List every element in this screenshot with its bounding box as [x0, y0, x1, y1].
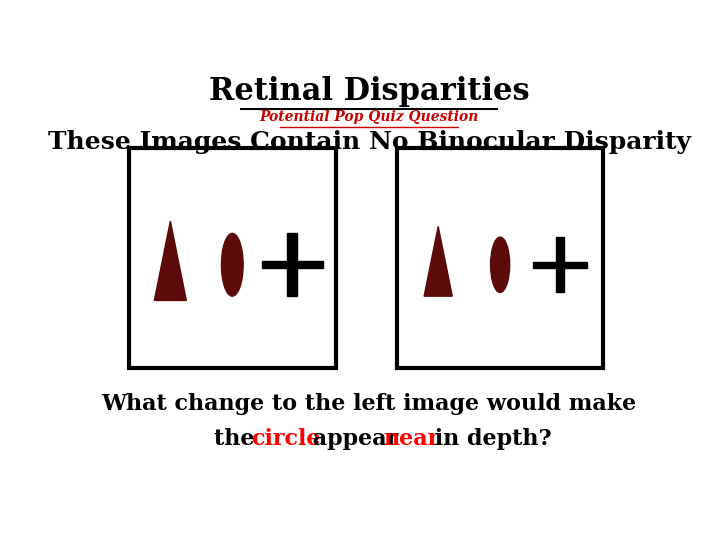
- Bar: [534, 261, 587, 268]
- Bar: [556, 237, 564, 292]
- Ellipse shape: [222, 233, 243, 296]
- Bar: [287, 233, 297, 296]
- Text: near: near: [384, 428, 440, 450]
- Bar: [262, 261, 323, 268]
- Text: Retinal Disparities: Retinal Disparities: [209, 76, 529, 107]
- Bar: [397, 148, 603, 368]
- Text: the: the: [214, 428, 262, 450]
- Bar: [129, 148, 336, 368]
- Polygon shape: [424, 226, 452, 296]
- Text: circle: circle: [251, 428, 321, 450]
- Text: These Images Contain No Binocular Disparity: These Images Contain No Binocular Dispar…: [48, 130, 690, 154]
- Polygon shape: [154, 221, 186, 300]
- Text: in depth?: in depth?: [427, 428, 552, 450]
- Text: Potential Pop Quiz Question: Potential Pop Quiz Question: [259, 110, 479, 124]
- Text: appear: appear: [305, 428, 406, 450]
- Text: What change to the left image would make: What change to the left image would make: [102, 393, 636, 415]
- Ellipse shape: [490, 237, 510, 292]
